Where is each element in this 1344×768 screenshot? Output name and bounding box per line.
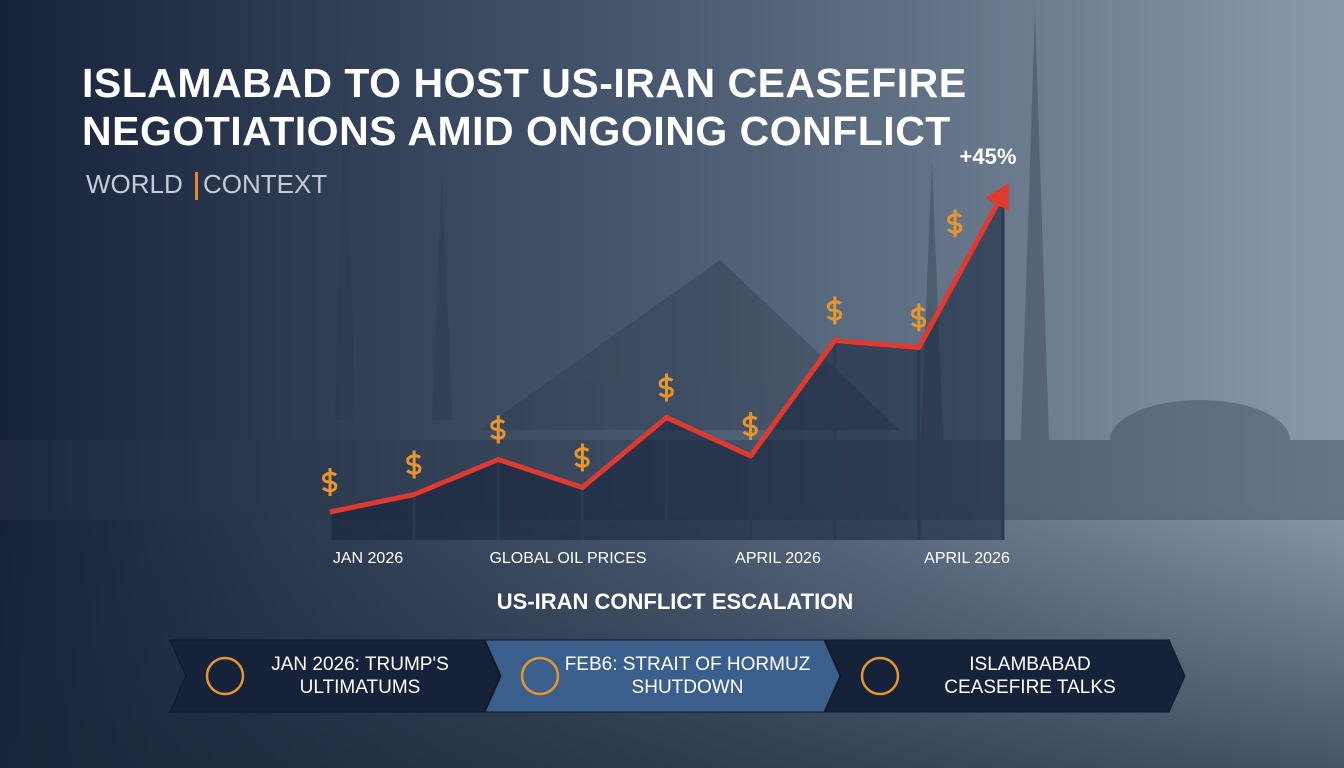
ground-shade [0, 500, 1344, 768]
brand: WORLD [86, 169, 183, 199]
x-label: GLOBAL OIL PRICES [489, 550, 646, 567]
timeline-step [484, 639, 841, 713]
dollar-icon [574, 443, 590, 472]
annotation: +45% [960, 144, 1017, 169]
dollar-icon [826, 296, 843, 325]
arrow-head [985, 182, 1009, 211]
timeline-step [824, 639, 1186, 713]
dollar-icon [947, 209, 963, 238]
dollar-icon [742, 412, 758, 440]
dollar-icon [490, 415, 506, 444]
title: ISLAMABAD TO HOST US-IRAN CEASEFIRE [82, 60, 967, 106]
brand-divider [195, 172, 198, 200]
timeline-text: CEASEFIRE TALKS [944, 677, 1115, 698]
chart: +45% JAN 2026 GLOBAL OIL PRICES APRIL 2026 A… [322, 144, 1017, 614]
dollar-icon [322, 468, 338, 496]
line [329, 192, 1006, 515]
x-label: APRIL 2026 [735, 550, 821, 567]
brand: CONTEXT [203, 169, 327, 199]
dollar-icon [406, 450, 422, 479]
caption: US-IRAN CONFLICT ESCALATION [497, 589, 853, 614]
timeline-text: JAN 2026: TRUMP'S [271, 654, 449, 675]
x-label: APRIL 2026 [924, 550, 1010, 567]
step-icon [860, 656, 900, 696]
step-icon [205, 656, 245, 696]
step-icon [520, 656, 560, 696]
timeline-text: ISLAMBABAD [969, 654, 1090, 675]
dollar-icon [911, 303, 927, 332]
dollar-icon [658, 373, 674, 402]
timeline-step [169, 639, 501, 713]
title: NEGOTIATIONS AMID ONGOING CONFLICT [82, 108, 951, 154]
timeline-text: FEB6: STRAIT OF HORMUZ [565, 654, 811, 675]
timeline-text: ULTIMATUMS [300, 677, 421, 698]
x-label: JAN 2026 [333, 550, 403, 567]
timeline-text: SHUTDOWN [632, 677, 744, 698]
